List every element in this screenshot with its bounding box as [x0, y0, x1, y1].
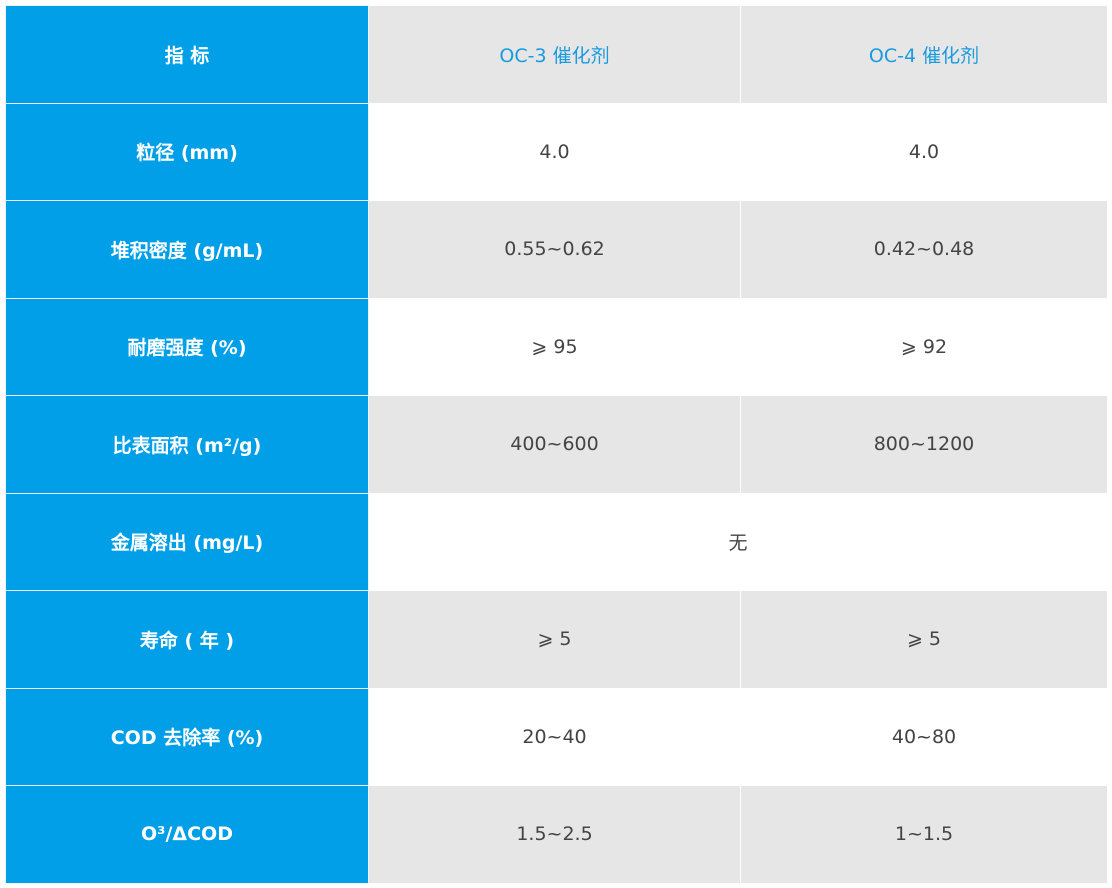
table-row: 金属溶出 (mg/L) 无	[5, 492, 1108, 591]
table-row: 耐磨强度 (%) ⩾ 95 ⩾ 92	[5, 297, 1108, 396]
cell-oc4: 1~1.5	[740, 785, 1108, 884]
header-oc3: OC-3 催化剂	[368, 5, 741, 104]
cell-oc3: 20~40	[368, 687, 741, 786]
table-header-row: 指 标 OC-3 催化剂 OC-4 催化剂	[5, 5, 1108, 104]
row-label: 粒径 (mm)	[5, 102, 369, 201]
row-label: 金属溶出 (mg/L)	[5, 492, 369, 591]
cell-oc4: 40~80	[740, 687, 1108, 786]
header-oc4: OC-4 催化剂	[740, 5, 1108, 104]
header-indicator: 指 标	[5, 5, 369, 104]
row-label: 耐磨强度 (%)	[5, 297, 369, 396]
cell-oc4: 4.0	[740, 102, 1108, 201]
row-label: COD 去除率 (%)	[5, 687, 369, 786]
cell-oc4: ⩾ 92	[740, 297, 1108, 396]
table-row: 比表面积 (m²/g) 400~600 800~1200	[5, 395, 1108, 494]
cell-oc4: 0.42~0.48	[740, 200, 1108, 299]
cell-oc3: ⩾ 95	[368, 297, 741, 396]
cell-oc3: 4.0	[368, 102, 741, 201]
cell-merged: 无	[368, 492, 1108, 591]
row-label: O³/ΔCOD	[5, 785, 369, 884]
cell-oc4: ⩾ 5	[740, 590, 1108, 689]
cell-oc3: 1.5~2.5	[368, 785, 741, 884]
table-row: 粒径 (mm) 4.0 4.0	[5, 102, 1108, 201]
table-row: O³/ΔCOD 1.5~2.5 1~1.5	[5, 785, 1108, 884]
table-row: 寿命 ( 年 ) ⩾ 5 ⩾ 5	[5, 590, 1108, 689]
cell-oc3: 0.55~0.62	[368, 200, 741, 299]
row-label: 比表面积 (m²/g)	[5, 395, 369, 494]
row-label: 堆积密度 (g/mL)	[5, 200, 369, 299]
table-row: 堆积密度 (g/mL) 0.55~0.62 0.42~0.48	[5, 200, 1108, 299]
cell-oc3: 400~600	[368, 395, 741, 494]
cell-oc3: ⩾ 5	[368, 590, 741, 689]
row-label: 寿命 ( 年 )	[5, 590, 369, 689]
catalyst-spec-table: 指 标 OC-3 催化剂 OC-4 催化剂 粒径 (mm) 4.0 4.0 堆积…	[5, 5, 1108, 884]
table-row: COD 去除率 (%) 20~40 40~80	[5, 687, 1108, 786]
cell-oc4: 800~1200	[740, 395, 1108, 494]
